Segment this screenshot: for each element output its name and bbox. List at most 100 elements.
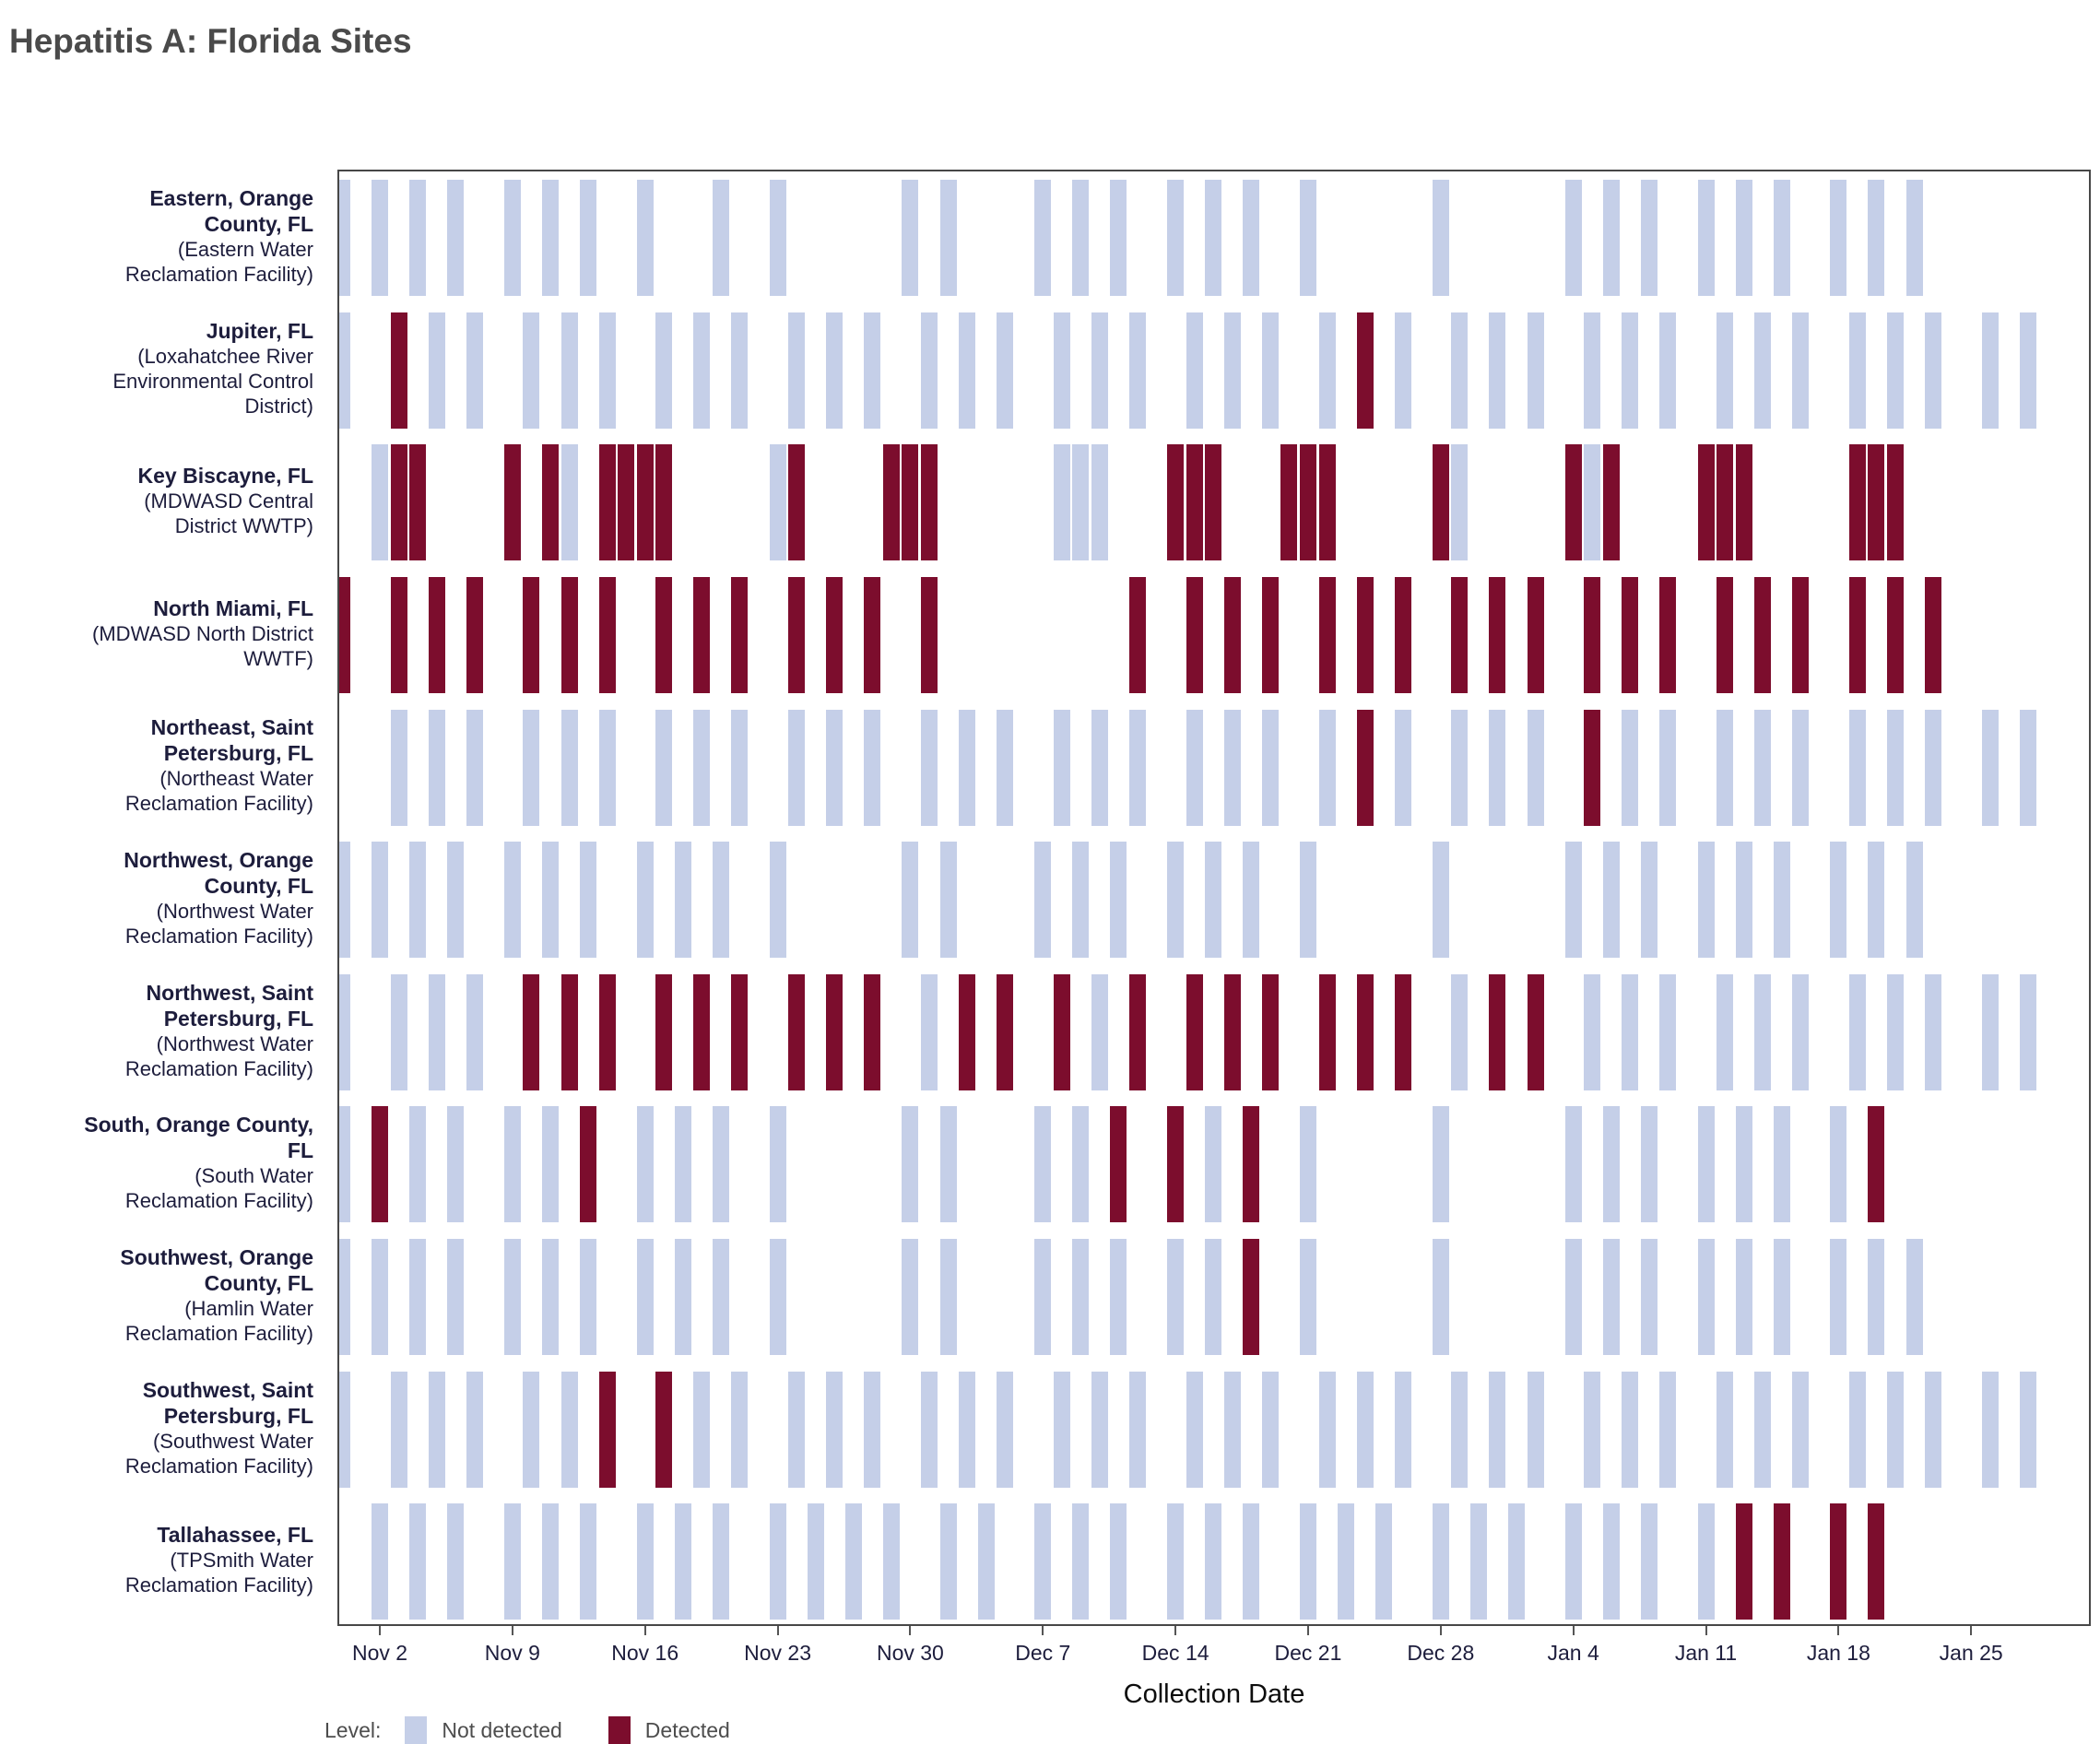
sample-tile-not-detected — [447, 1503, 465, 1620]
sample-tile-not-detected — [1754, 312, 1772, 429]
sample-tile-detected — [1925, 576, 1942, 693]
sample-tile-not-detected — [788, 1371, 806, 1488]
sample-tile-not-detected — [339, 1371, 350, 1488]
sample-tile-not-detected — [1205, 180, 1222, 296]
sample-tile-not-detected — [1110, 1503, 1127, 1620]
site-name: South, Orange County, FL — [84, 1113, 313, 1163]
sample-tile-not-detected — [390, 1371, 407, 1488]
sample-tile-not-detected — [1053, 709, 1070, 826]
sample-tile-not-detected — [1451, 1371, 1469, 1488]
sample-tile-not-detected — [2019, 1371, 2036, 1488]
sample-tile-detected — [1489, 576, 1506, 693]
sample-tile-not-detected — [1243, 180, 1260, 296]
sample-tile-not-detected — [580, 180, 597, 296]
sample-tile-not-detected — [939, 1503, 957, 1620]
sample-tile-not-detected — [1602, 842, 1620, 959]
sample-tile-detected — [1318, 973, 1336, 1090]
sample-tile-detected — [1243, 1239, 1260, 1356]
site-facility: (South Water Reclamation Facility) — [124, 1164, 313, 1213]
sample-tile-not-detected — [1053, 1371, 1070, 1488]
legend-item-label: Detected — [644, 1717, 730, 1742]
x-tick-label: Dec 7 — [1015, 1641, 1071, 1665]
sample-tile-not-detected — [2019, 709, 2036, 826]
sample-tile-not-detected — [844, 1503, 862, 1620]
sample-tile-not-detected — [1773, 842, 1790, 959]
sample-tile-detected — [1735, 1503, 1752, 1620]
sample-tile-not-detected — [1564, 1503, 1582, 1620]
sample-tile-not-detected — [1489, 1371, 1506, 1488]
sample-tile-not-detected — [1167, 842, 1185, 959]
sample-tile-detected — [1527, 576, 1544, 693]
sample-tile-detected — [1848, 444, 1866, 561]
not-detected-swatch — [405, 1716, 428, 1744]
site-name: Northwest, Orange County, FL — [124, 847, 313, 898]
sample-tile-detected — [618, 444, 635, 561]
sample-tile-not-detected — [503, 1239, 521, 1356]
sample-tile-not-detected — [1072, 1239, 1090, 1356]
sample-tile-not-detected — [339, 842, 350, 959]
sample-tile-detected — [428, 576, 445, 693]
sample-tile-not-detected — [1261, 312, 1279, 429]
x-tick-mark — [1572, 1626, 1575, 1635]
x-tick-label: Nov 16 — [611, 1641, 679, 1665]
sample-tile-not-detected — [807, 1503, 824, 1620]
sample-tile-not-detected — [1564, 180, 1582, 296]
sample-tile-not-detected — [959, 709, 976, 826]
sample-tile-detected — [1186, 444, 1203, 561]
x-tick-label: Nov 2 — [351, 1641, 408, 1665]
sample-tile-not-detected — [598, 709, 616, 826]
sample-tile-detected — [655, 444, 673, 561]
sample-tile-not-detected — [1072, 1503, 1090, 1620]
sample-tile-not-detected — [1717, 1371, 1734, 1488]
sample-tile-not-detected — [1564, 1239, 1582, 1356]
site-facility: (Loxahatchee River Environmental Control… — [112, 344, 313, 418]
sample-tile-not-detected — [693, 709, 711, 826]
sample-tile-not-detected — [1205, 1503, 1222, 1620]
site-label: Southwest, Saint Petersburg, FL (Southwes… — [0, 1361, 328, 1494]
sample-tile-not-detected — [788, 312, 806, 429]
x-tick-mark — [643, 1626, 646, 1635]
sample-tile-not-detected — [1261, 709, 1279, 826]
sample-tile-not-detected — [372, 180, 388, 296]
sample-tile-not-detected — [674, 1503, 691, 1620]
sample-tile-detected — [1868, 444, 1885, 561]
sample-tile-not-detected — [1640, 180, 1658, 296]
sample-tile-not-detected — [503, 1503, 521, 1620]
sample-tile-not-detected — [712, 1106, 729, 1223]
sample-tile-not-detected — [1091, 1371, 1108, 1488]
sample-tile-detected — [1717, 444, 1734, 561]
sample-tile-not-detected — [1640, 1503, 1658, 1620]
sample-tile-not-detected — [1129, 312, 1146, 429]
sample-tile-detected — [902, 444, 919, 561]
sample-tile-detected — [339, 576, 350, 693]
site-label: Eastern, Orange County, FL (Eastern Water… — [0, 170, 328, 302]
sample-tile-not-detected — [1868, 842, 1885, 959]
sample-tile-not-detected — [1167, 180, 1185, 296]
sample-tile-not-detected — [2019, 312, 2036, 429]
sample-tile-not-detected — [372, 1239, 388, 1356]
sample-tile-detected — [390, 312, 407, 429]
sample-tile-not-detected — [1299, 1503, 1316, 1620]
sample-tile-not-detected — [1527, 709, 1544, 826]
sample-tile-not-detected — [1640, 842, 1658, 959]
sample-tile-not-detected — [1640, 1239, 1658, 1356]
sample-tile-detected — [1887, 444, 1904, 561]
sample-tile-not-detected — [1432, 1106, 1449, 1223]
sample-tile-not-detected — [788, 709, 806, 826]
sample-tile-not-detected — [1451, 973, 1469, 1090]
sample-tile-not-detected — [712, 842, 729, 959]
site-name: Southwest, Orange County, FL — [120, 1244, 313, 1295]
sample-tile-not-detected — [560, 709, 578, 826]
sample-tile-not-detected — [2019, 973, 2036, 1090]
sample-tile-not-detected — [541, 1106, 559, 1223]
sample-tile-detected — [655, 576, 673, 693]
sample-tile-detected — [523, 973, 540, 1090]
sample-tile-not-detected — [1394, 709, 1411, 826]
sample-tile-not-detected — [1338, 1503, 1355, 1620]
site-label: Northeast, Saint Petersburg, FL (Northeas… — [0, 700, 328, 832]
sample-tile-not-detected — [523, 312, 540, 429]
sample-tile-not-detected — [636, 1503, 654, 1620]
sample-tile-not-detected — [1925, 312, 1942, 429]
sample-tile-not-detected — [1830, 180, 1847, 296]
